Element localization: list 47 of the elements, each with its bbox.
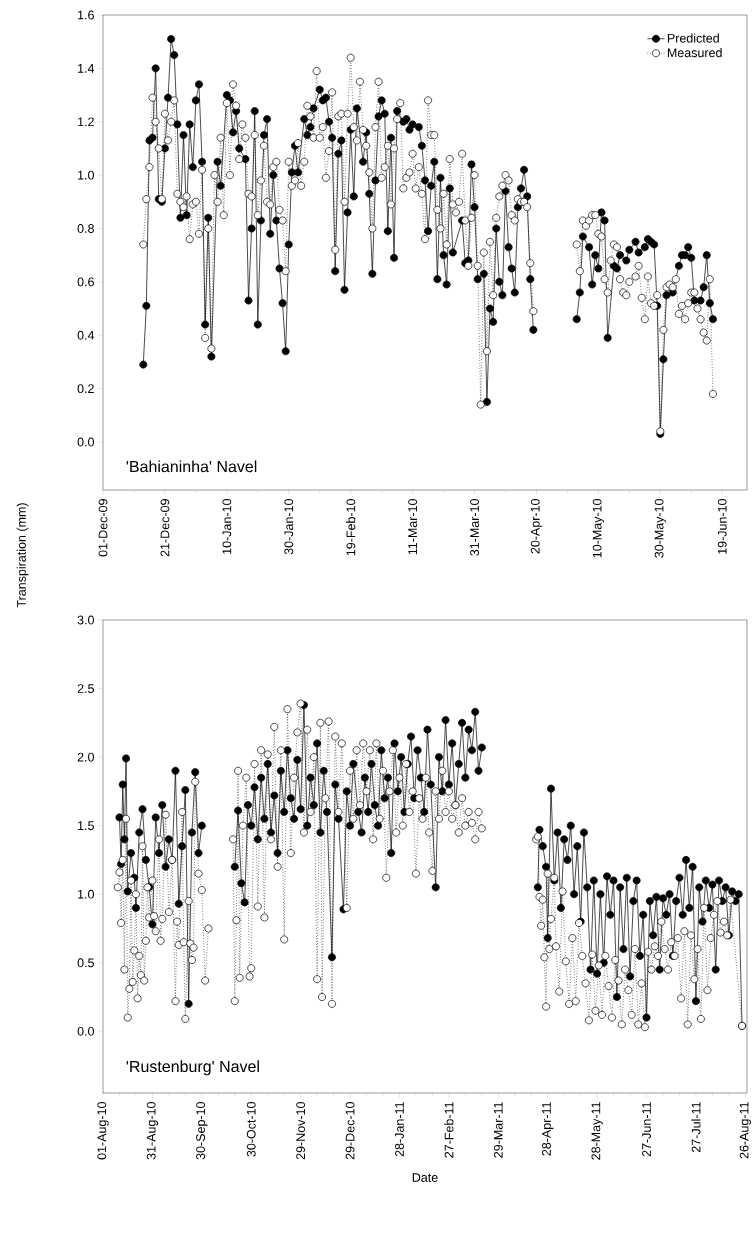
x-tick-label: 01-Aug-10 <box>97 1102 109 1160</box>
y-axis-title: Transpiration (mm) <box>16 503 29 608</box>
x-axis-title: Date <box>412 1173 438 1182</box>
x-tick-label: 27-Jun-11 <box>642 1102 651 1157</box>
x-tick-label: 28-Apr-11 <box>542 1102 554 1156</box>
x-tick-label: 31-Aug-10 <box>146 1102 159 1160</box>
x-tick-label: 10-Jan-10 <box>222 499 232 554</box>
y-tick-label: 3.0 <box>77 615 94 625</box>
legend-label: Measured <box>667 48 722 58</box>
x-tick-label: 29-Mar-11 <box>493 1102 503 1158</box>
x-tick-label: 27-Jul-11 <box>691 1102 701 1153</box>
y-tick-label: 1.5 <box>78 821 94 831</box>
x-tick-label: 28-May-11 <box>591 1102 603 1160</box>
y-tick-label: 0.0 <box>77 1026 94 1036</box>
y-tick-label: 0.4 <box>77 330 95 340</box>
y-tick-label: 1.2 <box>78 117 94 127</box>
y-tick-label: 0.5 <box>77 958 94 968</box>
x-tick-label: 28-Jan-11 <box>395 1102 404 1157</box>
x-tick-label: 31-Mar-10 <box>470 499 479 556</box>
y-tick-label: 1.0 <box>78 889 94 899</box>
x-tick-label: 30-Jan-10 <box>284 499 294 555</box>
y-tick-label: 0.0 <box>77 437 94 447</box>
y-tick-label: 1.4 <box>78 64 95 73</box>
legend-label: Predicted <box>667 33 719 43</box>
x-tick-label: 19-Jun-10 <box>717 499 727 554</box>
y-tick-label: 2.0 <box>77 752 94 762</box>
y-tick-label: 2.5 <box>77 684 94 693</box>
x-tick-label: 30-May-10 <box>654 499 666 558</box>
y-tick-label: 0.8 <box>77 224 94 233</box>
x-tick-label: 29-Dec-10 <box>345 1102 355 1160</box>
y-tick-label: 1.0 <box>78 170 94 180</box>
y-tick-label: 1.6 <box>78 10 94 20</box>
annotation: 'Bahianinha' Navel <box>126 460 257 473</box>
x-tick-label: 30-Oct-10 <box>246 1102 256 1157</box>
y-tick-label: 0.6 <box>77 277 94 287</box>
x-tick-label: 10-May-10 <box>592 499 605 558</box>
x-tick-label: 19-Feb-10 <box>346 499 356 556</box>
x-tick-label: 20-Apr-10 <box>530 499 543 554</box>
x-tick-label: 21-Dec-09 <box>160 499 170 557</box>
x-tick-label: 01-Dec-09 <box>98 499 108 557</box>
x-tick-label: 27-Feb-11 <box>444 1102 454 1158</box>
annotation: 'Rustenburg' Navel <box>126 1060 259 1076</box>
x-tick-label: 26-Aug-11 <box>739 1102 751 1159</box>
x-tick-label: 29-Nov-10 <box>296 1102 306 1160</box>
y-tick-label: 0.2 <box>77 384 94 394</box>
x-tick-label: 30-Sep-10 <box>196 1102 208 1160</box>
x-tick-label: 11-Mar-10 <box>408 499 418 555</box>
